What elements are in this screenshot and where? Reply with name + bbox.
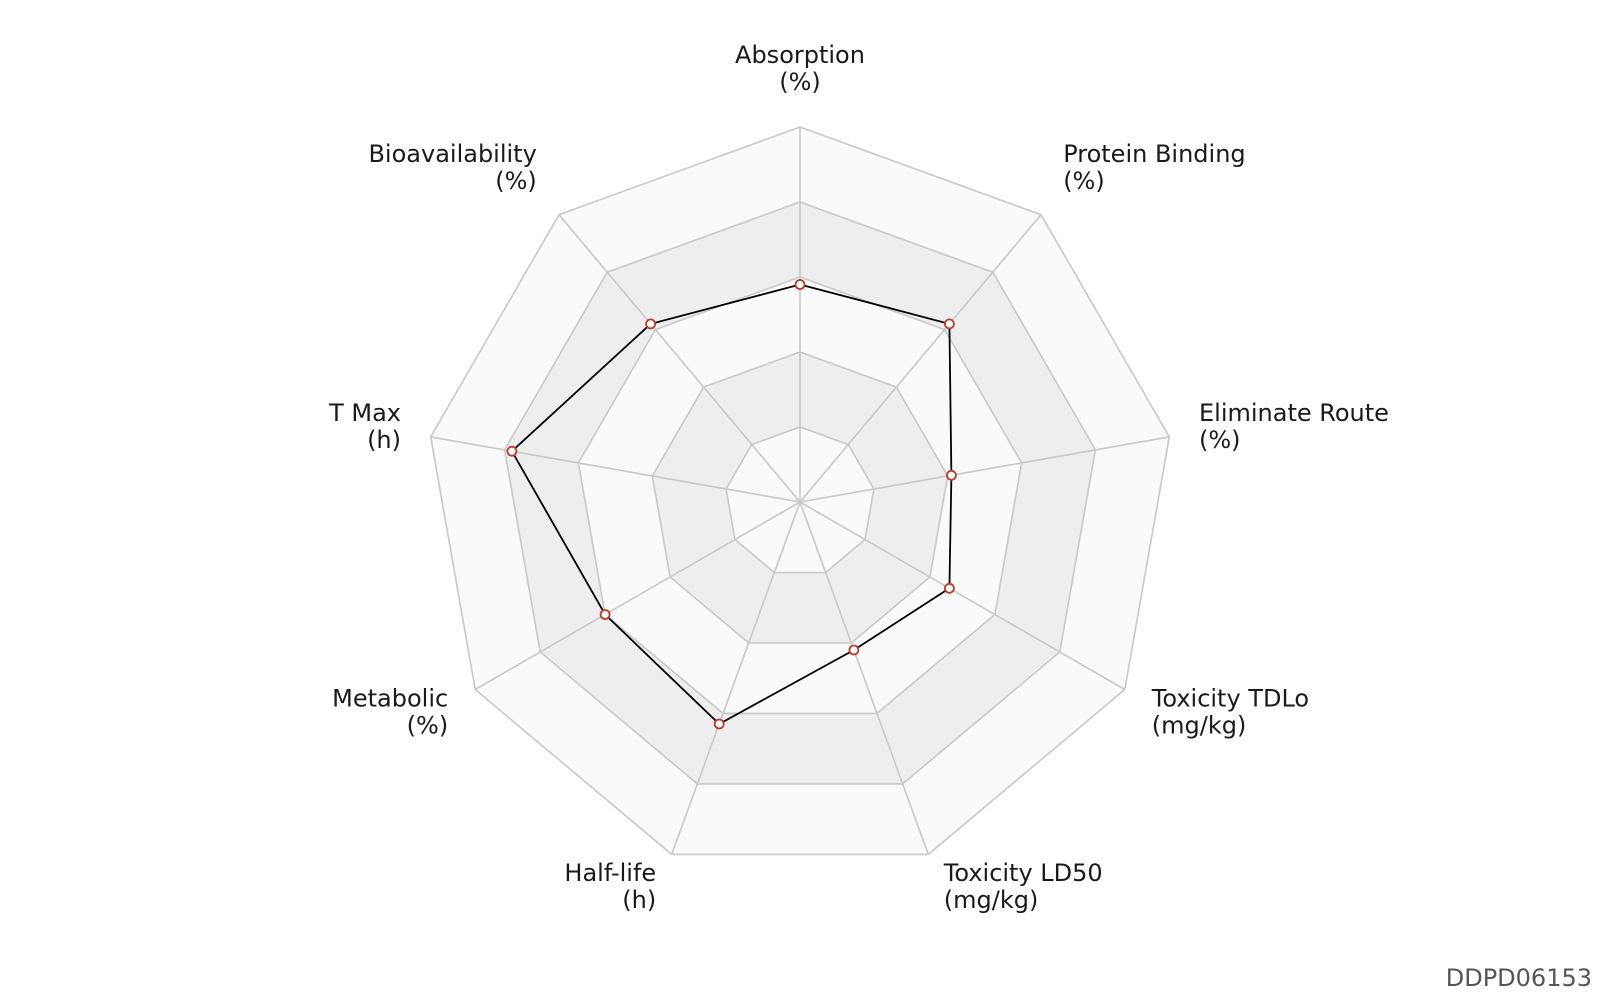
- data-point-8: [645, 318, 656, 330]
- data-point-1: [944, 318, 955, 330]
- axis-label-3: Toxicity TDLo: [1151, 685, 1309, 713]
- spoke-6: [474, 501, 801, 691]
- axis-unit-1: (%): [1063, 167, 1105, 195]
- radar-series: [506, 279, 957, 730]
- spoke-5: [670, 501, 801, 855]
- axis-unit-6: (%): [407, 712, 449, 740]
- axis-unit-3: (mg/kg): [1152, 712, 1247, 740]
- axis-unit-7: (h): [367, 426, 401, 454]
- radar-spokes: [430, 127, 1170, 855]
- axis-label-2: Eliminate Route: [1199, 399, 1389, 427]
- spoke-3: [799, 501, 1126, 691]
- axis-unit-0: (%): [779, 68, 821, 96]
- axis-unit-5: (h): [622, 886, 656, 914]
- axis-unit-4: (mg/kg): [944, 886, 1039, 914]
- data-point-5: [713, 718, 725, 730]
- axis-labels: Absorption(%)Protein Binding(%)Eliminate…: [328, 41, 1389, 914]
- axis-label-0: Absorption: [735, 41, 865, 69]
- axis-label-1: Protein Binding: [1063, 140, 1245, 168]
- data-point-0: [794, 279, 806, 290]
- spoke-1: [799, 214, 1042, 503]
- axis-label-8: Bioavailability: [368, 140, 536, 168]
- series-line: [510, 283, 953, 726]
- data-point-2: [946, 469, 957, 481]
- spoke-4: [799, 501, 930, 855]
- data-point-3: [944, 582, 955, 594]
- axis-label-7: T Max: [328, 399, 401, 427]
- axis-label-5: Half-life: [564, 859, 656, 887]
- axis-label-4: Toxicity LD50: [943, 859, 1103, 887]
- spoke-7: [430, 436, 801, 503]
- spoke-8: [558, 214, 801, 503]
- chart-id-label: DDPD06153: [1445, 964, 1592, 992]
- axis-unit-2: (%): [1199, 426, 1241, 454]
- axis-label-6: Metabolic: [332, 685, 448, 713]
- axis-unit-8: (%): [495, 167, 537, 195]
- data-point-6: [599, 609, 611, 620]
- spoke-2: [799, 436, 1170, 503]
- data-point-4: [848, 644, 860, 656]
- data-point-7: [506, 445, 518, 457]
